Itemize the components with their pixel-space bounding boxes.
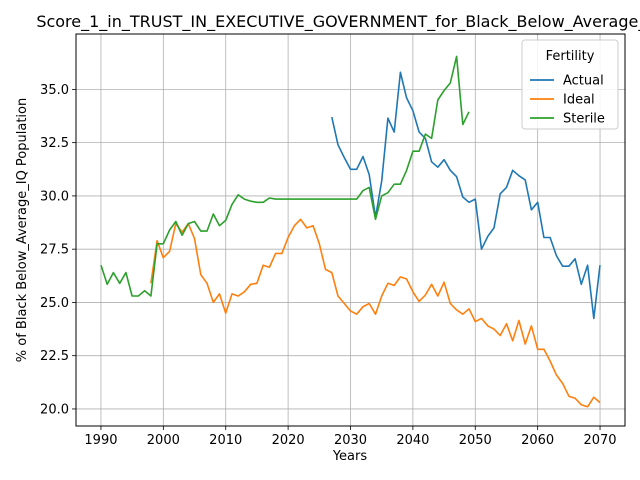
x-tick-label: 2000 <box>147 433 180 448</box>
y-tick-label: 20.0 <box>40 402 69 417</box>
legend: Fertility Actual Ideal Sterile <box>521 39 619 130</box>
legend-label-ideal: Ideal <box>563 93 595 108</box>
legend-box <box>521 39 619 130</box>
series-line-sterile <box>100 55 470 297</box>
x-axis-ticks: 1990 2000 2010 2020 2030 2040 2050 2060 2070 <box>84 426 617 448</box>
y-axis-ticks: 20.0 22.5 25.0 27.5 30.0 32.5 35.0 <box>40 83 76 417</box>
series-line-ideal <box>150 218 601 408</box>
x-tick-label: 2070 <box>583 433 616 448</box>
x-axis-label: Years <box>332 449 368 464</box>
y-tick-label: 30.0 <box>40 189 69 204</box>
x-tick-label: 2010 <box>209 433 242 448</box>
legend-label-sterile: Sterile <box>563 112 605 127</box>
legend-title: Fertility <box>546 49 595 64</box>
y-tick-label: 22.5 <box>40 349 69 364</box>
legend-label-actual: Actual <box>563 74 604 89</box>
x-tick-label: 2050 <box>459 433 492 448</box>
y-tick-label: 32.5 <box>40 136 69 151</box>
series-lines <box>100 55 601 408</box>
x-tick-label: 2030 <box>334 433 367 448</box>
x-tick-label: 2060 <box>521 433 554 448</box>
y-axis-label: % of Black Below_Average_IQ Population <box>15 98 30 362</box>
y-tick-label: 35.0 <box>40 83 69 98</box>
y-tick-label: 27.5 <box>40 243 69 258</box>
x-tick-label: 1990 <box>84 433 117 448</box>
y-tick-label: 25.0 <box>40 296 69 311</box>
series-line-actual <box>331 71 601 320</box>
x-tick-label: 2040 <box>396 433 429 448</box>
x-tick-label: 2020 <box>272 433 305 448</box>
legend-items: Actual Ideal Sterile <box>530 74 605 127</box>
chart-title: Score_1_in_TRUST_IN_EXECUTIVE_GOVERNMENT… <box>36 12 640 32</box>
